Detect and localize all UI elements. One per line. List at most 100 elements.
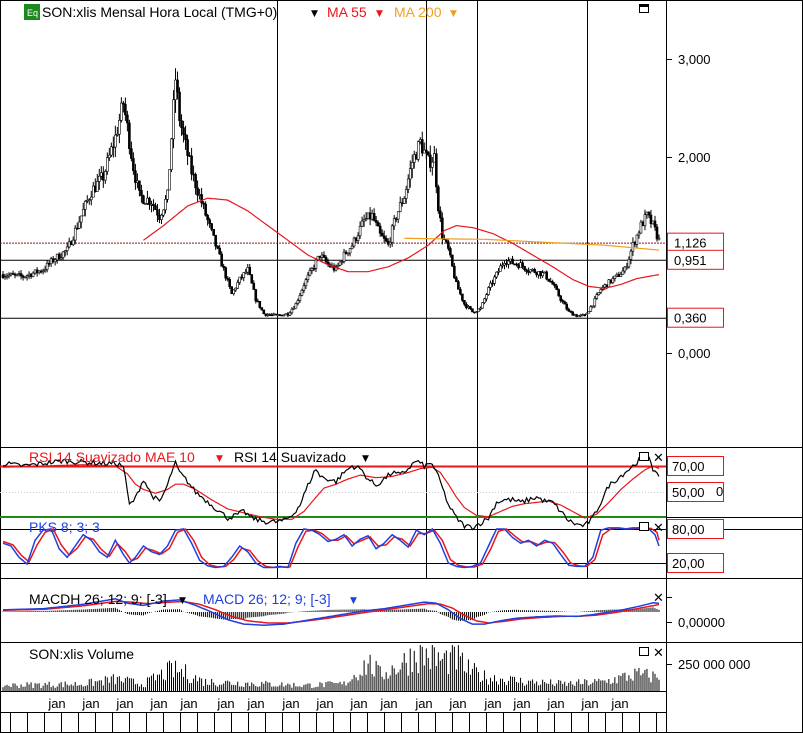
volume-panel [2, 645, 660, 691]
axis-labels: 3,000 2,000 0,000 1,126 0,951 0,360 70,00 50,00… [0, 52, 750, 733]
candle-body [286, 313, 290, 316]
candle-body [445, 238, 448, 243]
candle-body [302, 285, 306, 291]
candle-body [358, 226, 362, 237]
candle-body [453, 265, 456, 279]
candle-body [106, 157, 109, 172]
candle-body [406, 178, 410, 190]
candle-body [19, 273, 23, 277]
macdh-legend[interactable]: MACDH 26; 12; 9; [-3] [29, 591, 167, 607]
candle-body [523, 266, 526, 271]
ma55-legend[interactable]: MA 55 [327, 4, 367, 20]
candle-body [376, 222, 380, 227]
maximize-rsi-icon[interactable] [639, 452, 649, 461]
candle-body [487, 287, 490, 295]
candle-body [320, 254, 324, 258]
candle-body [65, 246, 69, 252]
pks-legend[interactable]: PKS 8; 3; 3 [29, 519, 100, 535]
candle-body [93, 185, 97, 192]
candle-body [426, 151, 430, 156]
candle-body [73, 227, 77, 241]
candle-body [344, 251, 348, 255]
candle-body [196, 187, 199, 196]
close-rsi-icon[interactable]: ✕ [653, 451, 664, 466]
candle-body [412, 154, 416, 163]
candle-body [607, 279, 611, 288]
candle-body [156, 209, 159, 216]
candle-body [583, 314, 587, 316]
candle-body [81, 209, 85, 217]
candle-body [5, 275, 9, 278]
macd-dropdown-icon[interactable]: ▼ [350, 596, 357, 606]
volume-legend[interactable]: SON:xlis Volume [29, 646, 134, 662]
maximize-pks-icon[interactable] [639, 522, 649, 531]
candle-body [414, 154, 418, 160]
candle-body [234, 287, 238, 291]
candle-body [567, 308, 571, 312]
rsi-tick-label: 50,00 [672, 485, 705, 500]
candle-body [29, 273, 33, 277]
candle-body [3, 276, 7, 279]
macdh-dropdown-icon[interactable]: ▼ [179, 596, 186, 606]
candle-body [288, 312, 292, 316]
candle-body [198, 194, 201, 196]
candle-body [63, 250, 67, 253]
candle-body [465, 303, 468, 309]
candle-body [505, 263, 508, 265]
candle-body [346, 252, 350, 255]
candle-body [130, 148, 133, 159]
candle-body [110, 146, 113, 156]
candle-body [260, 307, 264, 311]
candle-body [23, 276, 27, 279]
candle-body [59, 257, 63, 260]
rsi-ma-dropdown-icon[interactable]: ▼ [216, 454, 223, 464]
candle-body [565, 303, 569, 310]
candle-body [338, 261, 342, 266]
close-volume-icon[interactable]: ✕ [653, 646, 664, 661]
candle-body [543, 271, 546, 274]
rsi-level-tag [667, 482, 724, 502]
candle-body [437, 186, 440, 212]
x-axis-label: jan [483, 696, 501, 711]
rsi-dropdown-icon[interactable]: ▼ [362, 454, 369, 464]
close-pks-icon[interactable]: ✕ [653, 521, 664, 536]
candle-body [372, 213, 376, 221]
candle-body [242, 272, 246, 278]
candle-body [651, 220, 655, 225]
candle-body [194, 174, 197, 189]
ma200-dropdown-icon[interactable]: ▼ [450, 9, 457, 19]
candle-body [89, 196, 93, 200]
ma200-legend[interactable]: MA 200 [394, 4, 442, 20]
candle-body [483, 298, 486, 303]
candle-body [312, 267, 316, 270]
eq-badge [24, 4, 40, 20]
rsi-line [2, 453, 660, 531]
candle-body [222, 266, 225, 268]
rsi-ma-legend[interactable]: RSI 14 Suavizado MAE 10 [29, 449, 195, 465]
candle-body [623, 266, 627, 272]
ma55-dropdown-icon[interactable]: ▼ [376, 9, 383, 19]
candle-body [547, 278, 550, 282]
candle-body [41, 270, 45, 273]
candle-body [61, 251, 65, 258]
candle-body [352, 237, 356, 247]
candle-body [83, 200, 87, 210]
maximize-price-icon[interactable] [639, 4, 649, 13]
candle-body [290, 308, 294, 314]
candle-body [447, 241, 450, 249]
candle-body [144, 203, 147, 205]
candle-body [455, 277, 458, 282]
candle-body [100, 172, 103, 177]
candle-body [39, 270, 43, 273]
maximize-volume-icon[interactable] [639, 647, 649, 656]
close-macd-icon[interactable]: ✕ [653, 591, 664, 606]
title-dropdown-icon[interactable]: ▼ [311, 9, 318, 19]
x-axis-label: jan [512, 696, 530, 711]
candle-body [641, 221, 645, 227]
candle-body [296, 300, 300, 304]
rsi-legend[interactable]: RSI 14 Suavizado [234, 449, 346, 465]
price-level-tag-label: 0,951 [674, 253, 707, 268]
candle-body [208, 219, 211, 224]
candle-body [71, 239, 75, 246]
macd-legend[interactable]: MACD 26; 12; 9; [-3] [203, 591, 331, 607]
